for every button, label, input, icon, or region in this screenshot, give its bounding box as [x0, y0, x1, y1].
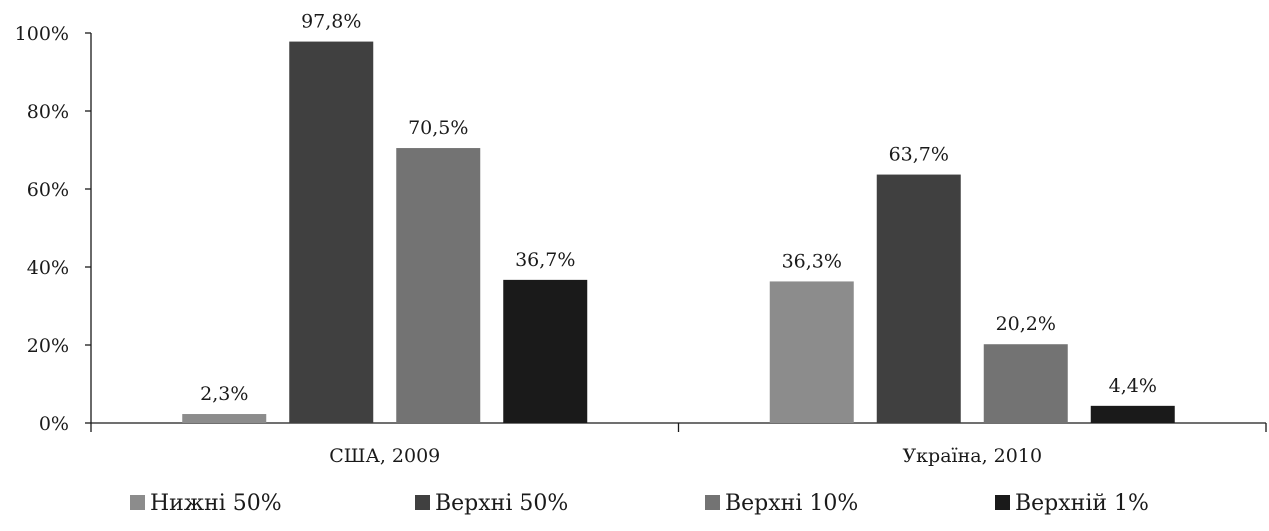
data-label: 70,5%: [408, 117, 468, 139]
y-tick-label: 100%: [15, 23, 69, 45]
legend-item: Верхній 1%: [995, 491, 1149, 516]
data-label: 97,8%: [301, 11, 361, 33]
legend-label: Верхні 10%: [725, 491, 858, 516]
data-label: 63,7%: [889, 144, 949, 166]
legend-item: Верхні 50%: [415, 491, 568, 516]
legend-swatch: [130, 495, 145, 510]
y-tick-label: 20%: [27, 335, 69, 357]
y-tick-label: 40%: [27, 257, 69, 279]
bar: [1090, 405, 1175, 423]
data-label: 36,7%: [515, 249, 575, 271]
bar: [769, 281, 854, 423]
bar: [289, 41, 374, 424]
x-category-label: Україна, 2010: [902, 445, 1042, 467]
x-category-label: США, 2009: [329, 445, 440, 467]
x-axis: США, 2009 Україна, 2010: [90, 422, 1267, 467]
data-label: 4,4%: [1109, 375, 1157, 397]
legend: Нижні 50% Верхні 50% Верхні 10% Верхній 1%: [130, 491, 1149, 516]
legend-swatch: [705, 495, 720, 510]
data-label: 20,2%: [996, 313, 1056, 335]
data-labels: 2,3% 97,8% 70,5% 36,7% 36,3% 63,7% 20,2% 4,4%: [200, 11, 1157, 405]
bar: [503, 279, 588, 423]
legend-swatch: [415, 495, 430, 510]
bar: [983, 344, 1068, 423]
bar: [182, 414, 267, 423]
legend-label: Верхні 50%: [435, 491, 568, 516]
legend-item: Верхні 10%: [705, 491, 858, 516]
bar: [396, 148, 481, 424]
bar: [876, 174, 961, 423]
data-label: 2,3%: [200, 383, 248, 405]
legend-item: Нижні 50%: [130, 491, 282, 516]
y-tick-label: 80%: [27, 101, 69, 123]
y-tick-label: 60%: [27, 179, 69, 201]
y-axis: 0% 20% 40% 60% 80% 100%: [15, 23, 92, 435]
data-label: 36,3%: [782, 250, 842, 272]
legend-label: Верхній 1%: [1015, 491, 1149, 516]
y-tick-label: 0%: [39, 413, 69, 435]
legend-swatch: [995, 495, 1010, 510]
legend-label: Нижні 50%: [150, 491, 282, 516]
bars: [182, 41, 1175, 424]
